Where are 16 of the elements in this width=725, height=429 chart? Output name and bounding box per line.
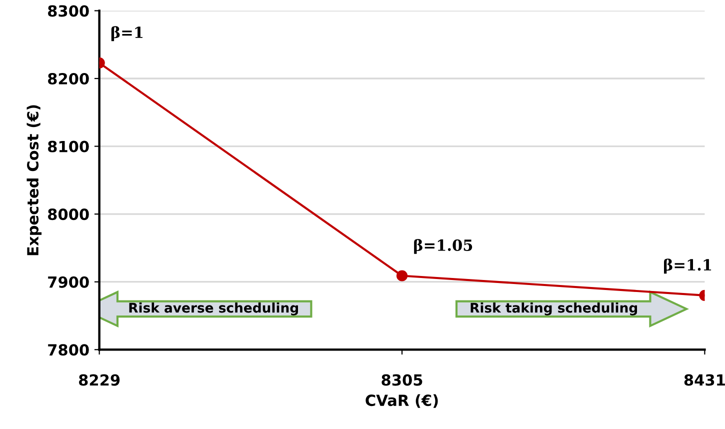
x-axis-title: CVaR (€) <box>366 394 438 408</box>
annotation: β=1 <box>111 26 142 42</box>
x-tick-label: 8431 <box>684 374 725 386</box>
annotation: β=1.05 <box>414 239 472 254</box>
annotation: Risk taking scheduling <box>470 302 638 316</box>
y-tick-label: 8100 <box>48 140 89 152</box>
y-tick-label: 8300 <box>48 5 89 17</box>
y-tick-label: 7800 <box>48 344 89 356</box>
annotation: β=1.1 <box>664 258 712 274</box>
y-axis-title: Expected Cost (€) <box>26 105 42 256</box>
y-tick-label: 8200 <box>48 72 89 85</box>
x-tick-label: 8229 <box>79 374 120 386</box>
y-tick-label: 8000 <box>48 208 89 220</box>
y-tick-label: 7900 <box>48 276 89 288</box>
annotation: Risk averse scheduling <box>129 302 298 316</box>
x-tick-label: 8305 <box>382 374 422 386</box>
